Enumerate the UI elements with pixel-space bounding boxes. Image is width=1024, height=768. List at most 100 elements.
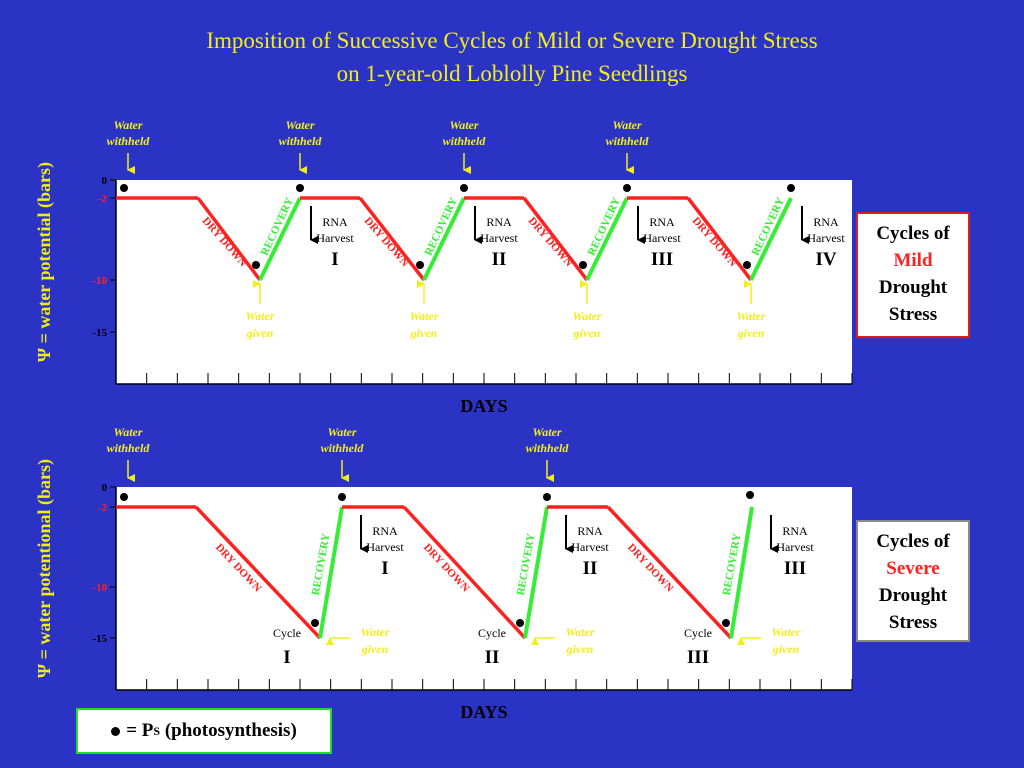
ps-legend-sub: S xyxy=(153,723,161,738)
mild-cycle-4-water-given-label: Water xyxy=(736,309,765,323)
severe-cycle-3-rna-harvest-label: RNA xyxy=(782,524,808,538)
mild-cycle-1-rna-harvest-label: Harvest xyxy=(316,231,354,245)
mild-cycle-3-rna-harvest-label: Harvest xyxy=(643,231,681,245)
severe-cycle-1-rna-harvest-numeral: I xyxy=(381,558,388,579)
severe-plot-area xyxy=(116,487,852,690)
mild-cycle-1-water-given-label: given xyxy=(246,326,274,340)
mild-cycle-3-water-given-label: Water xyxy=(572,309,601,323)
mild-cycle-1-water-withheld-label: withheld xyxy=(107,134,151,148)
severe-cycle-3-water-withheld-label: Water xyxy=(532,425,561,439)
mild-cycle-3-rna-harvest-numeral: III xyxy=(651,249,673,270)
severe-cycle-1-dry-down-line xyxy=(194,505,322,640)
mild-y-tick-label: -2 xyxy=(98,193,108,205)
severe-cycle-2-cycle-label: Cycle xyxy=(478,626,506,640)
mild-cycle-4-ps-dot-low xyxy=(743,261,751,269)
mild-legend-line-3: Drought xyxy=(878,277,948,298)
severe-cycle-2-ps-dot xyxy=(338,493,346,501)
mild-y-axis-label: Ψ = water potential (bars) xyxy=(34,162,55,362)
mild-final-ps-dot xyxy=(787,184,795,192)
mild-plot-area xyxy=(116,180,852,384)
severe-cycle-1-ps-dot-low xyxy=(311,619,319,627)
severe-cycle-2-dry-down-line xyxy=(402,505,527,640)
mild-cycle-1-rna-harvest-label: RNA xyxy=(322,215,348,229)
mild-cycle-4-recovery-line xyxy=(749,197,793,281)
mild-cycle-4-rna-harvest-label: RNA xyxy=(813,215,839,229)
mild-cycle-2-rna-harvest-label: RNA xyxy=(486,215,512,229)
mild-cycle-1-recovery-line xyxy=(258,197,302,281)
mild-cycle-3-water-withheld-label: withheld xyxy=(443,134,487,148)
severe-cycle-1-cycle-numeral: I xyxy=(283,647,290,668)
severe-cycle-2-ps-dot-low xyxy=(516,619,524,627)
severe-cycle-3-ps-dot-low xyxy=(722,619,730,627)
mild-y-tick-label: 0 xyxy=(102,175,108,187)
severe-cycle-3-water-given-label: given xyxy=(772,642,800,656)
mild-cycle-2-ps-dot-low xyxy=(416,261,424,269)
severe-final-ps-dot xyxy=(746,491,754,499)
ps-legend-rest: (photosynthesis) xyxy=(160,720,297,741)
severe-cycle-1-cycle-label: Cycle xyxy=(273,626,301,640)
severe-cycle-1-rna-harvest-label: Harvest xyxy=(366,540,404,554)
severe-legend-highlight: Severe xyxy=(886,558,940,579)
mild-cycle-2-water-withheld-label: withheld xyxy=(279,134,323,148)
severe-cycle-3-rna-harvest-numeral: III xyxy=(784,558,806,579)
mild-cycle-4-water-withheld-label: Water xyxy=(612,118,641,132)
mild-cycle-2-water-withheld-label: Water xyxy=(285,118,314,132)
severe-legend-box: Cycles of Severe Drought Stress xyxy=(856,520,970,642)
severe-cycle-2-water-given-label: Water xyxy=(565,625,594,639)
severe-cycle-2-rna-harvest-numeral: II xyxy=(583,558,598,579)
mild-cycle-3-ps-dot-low xyxy=(579,261,587,269)
mild-cycle-3-recovery-line xyxy=(585,197,629,281)
severe-cycle-2-recovery-line xyxy=(523,506,549,639)
mild-cycle-4-dry-down-line xyxy=(686,196,753,282)
severe-legend-line-3: Drought xyxy=(878,585,948,606)
severe-cycle-3-dry-down-line xyxy=(606,505,733,640)
mild-cycle-2-rna-harvest-numeral: II xyxy=(492,249,507,270)
mild-cycle-3-water-given-label: given xyxy=(573,326,601,340)
mild-cycle-2-recovery-line xyxy=(422,197,466,281)
severe-cycle-2-rna-harvest-label: Harvest xyxy=(571,540,609,554)
mild-legend-line-1: Cycles of xyxy=(876,223,950,244)
mild-cycle-2-rna-harvest-label: Harvest xyxy=(480,231,518,245)
mild-cycle-4-water-given-label: given xyxy=(737,326,765,340)
mild-cycle-4-rna-harvest-numeral: IV xyxy=(815,249,836,270)
severe-cycle-3-rna-harvest-label: Harvest xyxy=(776,540,814,554)
mild-cycle-1-ps-dot xyxy=(120,184,128,192)
severe-cycle-2-rna-harvest-label: RNA xyxy=(577,524,603,538)
severe-cycle-2-cycle-numeral: II xyxy=(485,647,500,668)
severe-cycle-3-recovery-line xyxy=(729,506,754,639)
mild-legend-highlight: Mild xyxy=(893,250,933,271)
mild-legend-box: Cycles of Mild Drought Stress xyxy=(856,212,970,338)
ps-legend-symbol: = P xyxy=(126,720,154,741)
severe-cycle-3-cycle-numeral: III xyxy=(687,647,709,668)
mild-cycle-4-rna-harvest-label: Harvest xyxy=(807,231,845,245)
severe-cycle-1-water-withheld-label: withheld xyxy=(107,441,151,455)
severe-cycle-2-water-given-label: given xyxy=(566,642,594,656)
severe-legend-line-4: Stress xyxy=(888,612,938,633)
severe-cycle-1-water-given-label: Water xyxy=(360,625,389,639)
severe-cycle-2-water-withheld-label: withheld xyxy=(321,441,365,455)
mild-y-tick-label: -15 xyxy=(92,327,107,339)
severe-y-axis-label: Ψ = water potentional (bars) xyxy=(34,459,55,678)
severe-cycle-1-water-withheld-label: Water xyxy=(113,425,142,439)
severe-x-axis-label: DAYS xyxy=(460,702,507,722)
mild-cycle-2-water-given-label: Water xyxy=(409,309,438,323)
mild-y-tick-label: -10 xyxy=(92,275,107,287)
mild-cycle-4-water-withheld-label: withheld xyxy=(606,134,650,148)
ps-dot-icon xyxy=(111,726,121,736)
severe-cycle-3-ps-dot xyxy=(543,493,551,501)
severe-cycle-1-recovery-line xyxy=(318,506,344,639)
slide-title-line-2: on 1-year-old Loblolly Pine Seedlings xyxy=(336,61,688,86)
mild-cycle-2-ps-dot xyxy=(296,184,304,192)
mild-cycle-3-dry-down-line xyxy=(522,196,589,282)
mild-cycle-2-dry-down-line xyxy=(358,196,426,282)
severe-cycle-3-cycle-label: Cycle xyxy=(684,626,712,640)
mild-x-axis-label: DAYS xyxy=(460,396,507,416)
severe-y-tick-label: -10 xyxy=(92,582,107,594)
mild-cycle-3-water-withheld-label: Water xyxy=(449,118,478,132)
mild-cycle-1-ps-dot-low xyxy=(252,261,260,269)
mild-cycle-1-dry-down-line xyxy=(196,196,262,282)
mild-legend-line-4: Stress xyxy=(888,304,938,325)
